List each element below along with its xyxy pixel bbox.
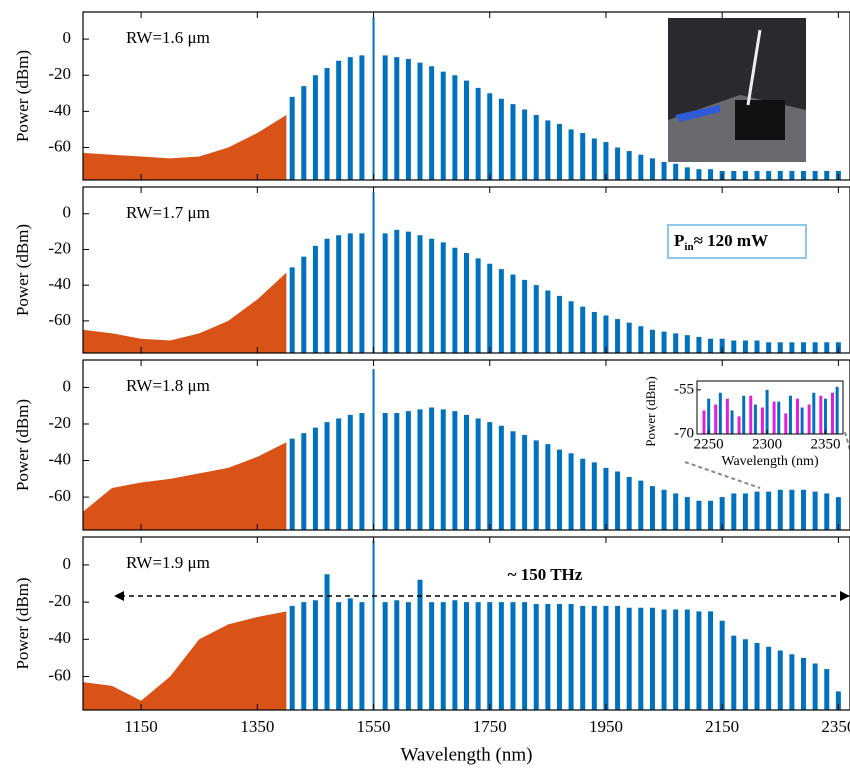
inset-y-tick-label: -70	[674, 425, 694, 441]
x-tick-label: 2150	[705, 717, 739, 736]
x-tick-label: 1150	[124, 717, 157, 736]
inset-x-tick-label: 2350	[810, 436, 840, 452]
y-tick-label: 0	[63, 554, 72, 573]
x-axis-label: Wavelength (nm)	[401, 744, 533, 765]
annotation: RW=1.9 μm	[126, 553, 210, 572]
inset-y-tick-label: -55	[674, 381, 694, 397]
pin-sub: in	[684, 241, 693, 253]
y-tick-label: -60	[48, 310, 71, 329]
plot-area	[83, 540, 841, 710]
y-axis-label: Power (dBm)	[13, 399, 32, 491]
y-tick-label: -40	[48, 449, 71, 468]
arrow-head	[114, 591, 124, 601]
y-axis-label: Power (dBm)	[13, 577, 32, 669]
plot-area	[83, 17, 841, 180]
pin-box	[667, 224, 807, 259]
y-tick-label: -20	[48, 413, 71, 432]
x-tick-label: 1950	[589, 717, 623, 736]
y-tick-label: 0	[63, 203, 72, 222]
photo	[668, 18, 806, 162]
x-tick-label: 1350	[240, 717, 274, 736]
y-tick-label: -60	[48, 486, 71, 505]
inset-x-label: Wavelength (nm)	[721, 454, 819, 469]
y-axis-label: Power (dBm)	[13, 224, 32, 316]
x-tick-label: 1750	[473, 717, 507, 736]
span-label: ~ 150 THz	[508, 565, 583, 584]
y-tick-label: 0	[63, 28, 72, 47]
inset-frame	[696, 380, 844, 435]
x-tick-label: 2350	[821, 717, 850, 736]
annotation: RW=1.6 μm	[126, 28, 210, 47]
plot-area	[83, 369, 841, 530]
y-axis-label: Power (dBm)	[13, 50, 32, 142]
y-tick-label: -60	[48, 665, 71, 684]
plot-area	[83, 192, 841, 353]
spectrum-area	[83, 272, 287, 353]
inset-x-tick-label: 2300	[752, 436, 782, 452]
inset-x-tick-label: 2250	[694, 436, 724, 452]
y-tick-label: -20	[48, 64, 71, 83]
y-tick-label: -20	[48, 591, 71, 610]
y-tick-label: -40	[48, 100, 71, 119]
frame	[82, 186, 850, 354]
spectrum-area	[83, 442, 287, 530]
zoom-guides	[684, 431, 850, 489]
spectrum-area	[83, 611, 287, 710]
y-tick-label: -60	[48, 136, 71, 155]
annotation: RW=1.8 μm	[126, 376, 210, 395]
pin-rest: ≈ 120 mW	[694, 231, 769, 250]
frame	[82, 11, 850, 181]
frame	[82, 536, 850, 711]
annotation: RW=1.7 μm	[126, 203, 210, 222]
y-tick-label: 0	[63, 376, 72, 395]
arrow-head	[840, 591, 850, 601]
frame	[82, 359, 850, 531]
y-tick-label: -20	[48, 238, 71, 257]
inset-y-label: Power (dBm)	[643, 376, 658, 446]
pin-main: P	[674, 231, 684, 250]
spectrum-area	[83, 114, 287, 180]
pin-label: Pin≈ 120 mW	[674, 231, 768, 253]
y-tick-label: -40	[48, 628, 71, 647]
y-tick-label: -40	[48, 274, 71, 293]
x-tick-label: 1550	[357, 717, 391, 736]
